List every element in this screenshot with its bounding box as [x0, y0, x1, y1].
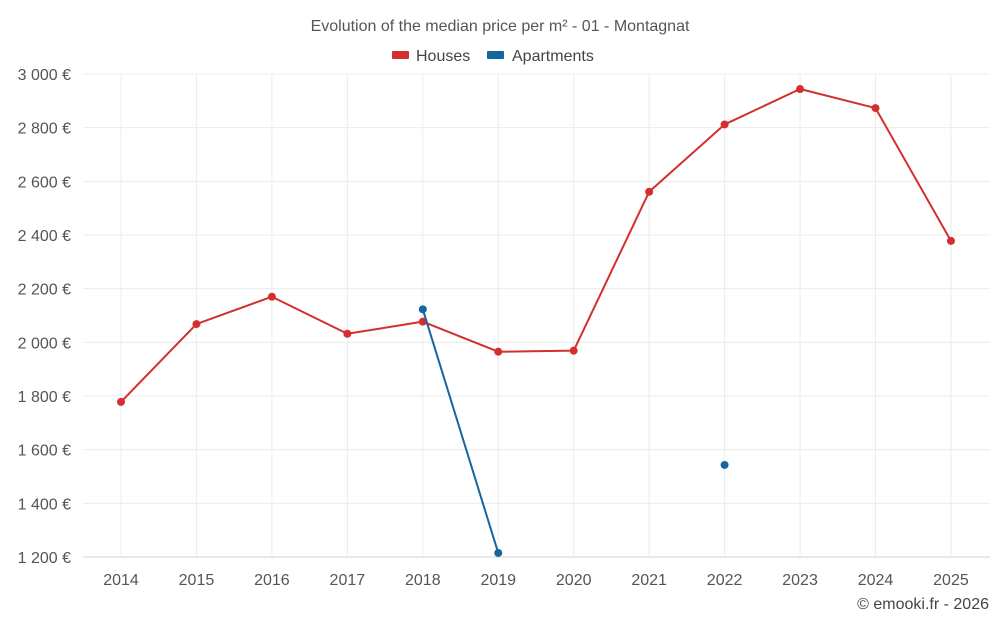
y-tick-label: 1 600 € — [18, 443, 71, 460]
data-point-houses[interactable] — [569, 346, 578, 355]
series-line-apartments — [421, 309, 500, 554]
x-axis-tick-labels: 2014 2015 2016 2017 2018 2019 2020 2021 2022 2023… — [103, 572, 969, 589]
data-point-houses[interactable] — [645, 187, 654, 196]
data-point-houses[interactable] — [267, 292, 276, 301]
x-tick-label: 2018 — [405, 572, 441, 589]
credit-text: © emooki.fr - 2026 — [857, 596, 989, 613]
legend-label-apartments: Apartments — [512, 48, 594, 65]
x-tick-label: 2014 — [103, 572, 139, 589]
series-layer — [117, 85, 955, 557]
x-tick-label: 2015 — [179, 572, 215, 589]
data-point-houses[interactable] — [720, 120, 729, 129]
x-tick-label: 2021 — [631, 572, 667, 589]
series-houses — [117, 85, 955, 406]
series-apartments — [418, 305, 729, 557]
data-point-houses[interactable] — [343, 329, 352, 338]
legend-item-houses[interactable]: Houses — [392, 48, 470, 65]
legend-item-apartments[interactable]: Apartments — [487, 48, 594, 65]
data-point-houses[interactable] — [418, 317, 427, 326]
y-tick-label: 2 800 € — [18, 121, 71, 138]
data-point-apartments[interactable] — [418, 305, 427, 314]
x-tick-label: 2022 — [707, 572, 743, 589]
x-tick-label: 2023 — [782, 572, 818, 589]
y-tick-label: 3 000 € — [18, 67, 71, 84]
y-tick-label: 1 200 € — [18, 550, 71, 567]
x-tick-label: 2025 — [933, 572, 969, 589]
y-gridlines — [83, 73, 990, 504]
legend-swatch-houses — [392, 51, 409, 59]
chart-title: Evolution of the median price per m² - 0… — [311, 18, 690, 35]
data-point-apartments[interactable] — [494, 548, 503, 557]
data-point-houses[interactable] — [117, 397, 125, 406]
y-tick-label: 1 400 € — [18, 496, 71, 513]
y-tick-label: 2 000 € — [18, 335, 71, 352]
y-tick-label: 1 800 € — [18, 389, 71, 406]
data-point-houses[interactable] — [946, 236, 955, 245]
y-tick-label: 2 400 € — [18, 228, 71, 245]
x-tick-label: 2017 — [330, 572, 366, 589]
x-tick-label: 2024 — [858, 572, 894, 589]
data-point-houses[interactable] — [494, 347, 503, 356]
x-tick-label: 2019 — [480, 572, 516, 589]
legend: Houses Apartments — [392, 48, 594, 65]
x-tick-label: 2020 — [556, 572, 592, 589]
series-line-houses — [120, 88, 952, 403]
data-point-houses[interactable] — [192, 320, 201, 329]
x-gridlines — [120, 74, 952, 557]
legend-swatch-apartments — [487, 51, 504, 59]
data-point-houses[interactable] — [871, 104, 880, 113]
data-point-houses[interactable] — [796, 85, 805, 94]
y-tick-label: 2 200 € — [18, 282, 71, 299]
x-tick-label: 2016 — [254, 572, 290, 589]
y-axis-tick-labels: 1 200 € 1 400 € 1 600 € 1 800 € 2 000 € 2 200… — [18, 67, 71, 567]
legend-label-houses: Houses — [416, 48, 470, 65]
data-point-apartments[interactable] — [720, 460, 729, 469]
y-tick-label: 2 600 € — [18, 174, 71, 191]
